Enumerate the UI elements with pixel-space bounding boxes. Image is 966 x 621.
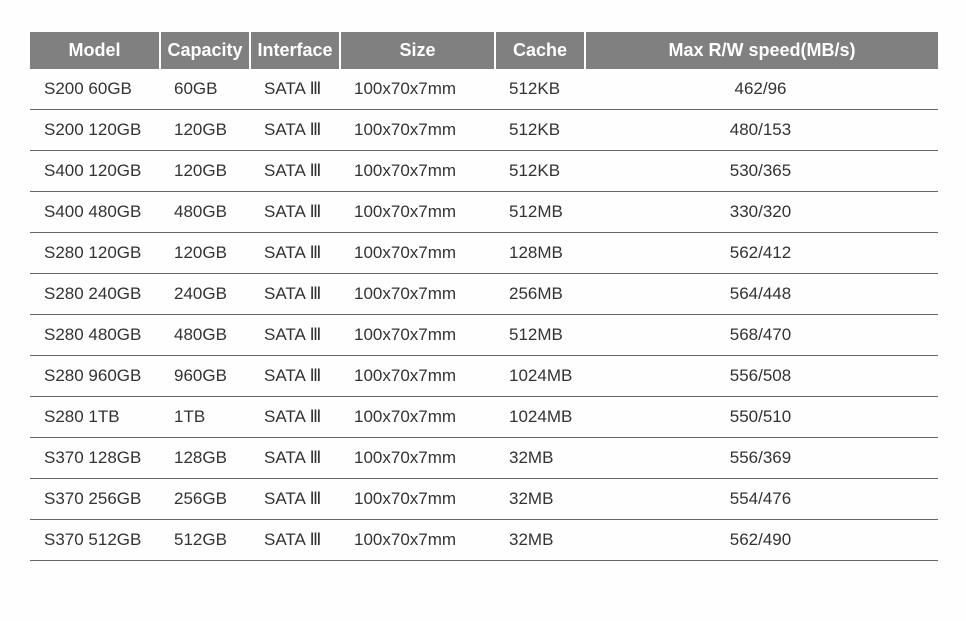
table-header: Model Capacity Interface Size Cache Max … (30, 32, 938, 69)
cell-cache: 32MB (495, 438, 585, 479)
cell-interface: SATA Ⅲ (250, 397, 340, 438)
cell-model: S280 960GB (30, 356, 160, 397)
cell-model: S370 256GB (30, 479, 160, 520)
cell-speed: 556/508 (585, 356, 938, 397)
cell-interface: SATA Ⅲ (250, 520, 340, 561)
cell-speed: 480/153 (585, 110, 938, 151)
cell-model: S280 1TB (30, 397, 160, 438)
table-row: S200 120GB120GBSATA Ⅲ100x70x7mm512KB480/… (30, 110, 938, 151)
cell-capacity: 60GB (160, 69, 250, 110)
cell-capacity: 240GB (160, 274, 250, 315)
table-row: S280 1TB1TBSATA Ⅲ100x70x7mm1024MB550/510 (30, 397, 938, 438)
cell-interface: SATA Ⅲ (250, 438, 340, 479)
cell-interface: SATA Ⅲ (250, 315, 340, 356)
cell-capacity: 1TB (160, 397, 250, 438)
table-row: S200 60GB60GBSATA Ⅲ100x70x7mm512KB462/96 (30, 69, 938, 110)
col-header-cache: Cache (495, 32, 585, 69)
cell-cache: 256MB (495, 274, 585, 315)
cell-capacity: 256GB (160, 479, 250, 520)
cell-speed: 550/510 (585, 397, 938, 438)
cell-cache: 1024MB (495, 356, 585, 397)
cell-capacity: 120GB (160, 151, 250, 192)
cell-model: S370 512GB (30, 520, 160, 561)
col-header-capacity: Capacity (160, 32, 250, 69)
cell-speed: 330/320 (585, 192, 938, 233)
cell-model: S200 60GB (30, 69, 160, 110)
cell-model: S400 120GB (30, 151, 160, 192)
cell-capacity: 480GB (160, 192, 250, 233)
cell-interface: SATA Ⅲ (250, 151, 340, 192)
col-header-speed: Max R/W speed(MB/s) (585, 32, 938, 69)
cell-cache: 32MB (495, 520, 585, 561)
cell-model: S280 240GB (30, 274, 160, 315)
table-row: S370 128GB128GBSATA Ⅲ100x70x7mm32MB556/3… (30, 438, 938, 479)
cell-capacity: 128GB (160, 438, 250, 479)
cell-cache: 512KB (495, 69, 585, 110)
cell-interface: SATA Ⅲ (250, 356, 340, 397)
col-header-model: Model (30, 32, 160, 69)
cell-model: S280 120GB (30, 233, 160, 274)
cell-capacity: 120GB (160, 110, 250, 151)
cell-size: 100x70x7mm (340, 315, 495, 356)
cell-cache: 128MB (495, 233, 585, 274)
cell-size: 100x70x7mm (340, 397, 495, 438)
cell-model: S370 128GB (30, 438, 160, 479)
cell-size: 100x70x7mm (340, 110, 495, 151)
table-row: S280 480GB480GBSATA Ⅲ100x70x7mm512MB568/… (30, 315, 938, 356)
table-row: S280 120GB120GBSATA Ⅲ100x70x7mm128MB562/… (30, 233, 938, 274)
cell-size: 100x70x7mm (340, 151, 495, 192)
cell-interface: SATA Ⅲ (250, 479, 340, 520)
ssd-spec-table: Model Capacity Interface Size Cache Max … (30, 32, 938, 561)
cell-cache: 512KB (495, 110, 585, 151)
cell-size: 100x70x7mm (340, 356, 495, 397)
table-row: S280 240GB240GBSATA Ⅲ100x70x7mm256MB564/… (30, 274, 938, 315)
cell-model: S280 480GB (30, 315, 160, 356)
cell-size: 100x70x7mm (340, 274, 495, 315)
cell-speed: 554/476 (585, 479, 938, 520)
col-header-interface: Interface (250, 32, 340, 69)
cell-model: S200 120GB (30, 110, 160, 151)
cell-cache: 512KB (495, 151, 585, 192)
cell-capacity: 512GB (160, 520, 250, 561)
cell-speed: 530/365 (585, 151, 938, 192)
table-row: S400 480GB480GBSATA Ⅲ100x70x7mm512MB330/… (30, 192, 938, 233)
cell-cache: 32MB (495, 479, 585, 520)
cell-size: 100x70x7mm (340, 438, 495, 479)
cell-cache: 512MB (495, 315, 585, 356)
cell-model: S400 480GB (30, 192, 160, 233)
table-body: S200 60GB60GBSATA Ⅲ100x70x7mm512KB462/96… (30, 69, 938, 561)
table-row: S400 120GB120GBSATA Ⅲ100x70x7mm512KB530/… (30, 151, 938, 192)
cell-size: 100x70x7mm (340, 192, 495, 233)
cell-size: 100x70x7mm (340, 479, 495, 520)
cell-speed: 462/96 (585, 69, 938, 110)
cell-capacity: 480GB (160, 315, 250, 356)
cell-capacity: 120GB (160, 233, 250, 274)
cell-speed: 568/470 (585, 315, 938, 356)
cell-size: 100x70x7mm (340, 520, 495, 561)
cell-interface: SATA Ⅲ (250, 274, 340, 315)
cell-size: 100x70x7mm (340, 233, 495, 274)
table-row: S280 960GB960GBSATA Ⅲ100x70x7mm1024MB556… (30, 356, 938, 397)
table-row: S370 512GB512GBSATA Ⅲ100x70x7mm32MB562/4… (30, 520, 938, 561)
cell-speed: 556/369 (585, 438, 938, 479)
cell-speed: 562/412 (585, 233, 938, 274)
cell-interface: SATA Ⅲ (250, 69, 340, 110)
cell-interface: SATA Ⅲ (250, 233, 340, 274)
cell-cache: 512MB (495, 192, 585, 233)
cell-speed: 562/490 (585, 520, 938, 561)
cell-interface: SATA Ⅲ (250, 192, 340, 233)
cell-cache: 1024MB (495, 397, 585, 438)
cell-speed: 564/448 (585, 274, 938, 315)
col-header-size: Size (340, 32, 495, 69)
cell-capacity: 960GB (160, 356, 250, 397)
cell-size: 100x70x7mm (340, 69, 495, 110)
cell-interface: SATA Ⅲ (250, 110, 340, 151)
table-row: S370 256GB256GBSATA Ⅲ100x70x7mm32MB554/4… (30, 479, 938, 520)
